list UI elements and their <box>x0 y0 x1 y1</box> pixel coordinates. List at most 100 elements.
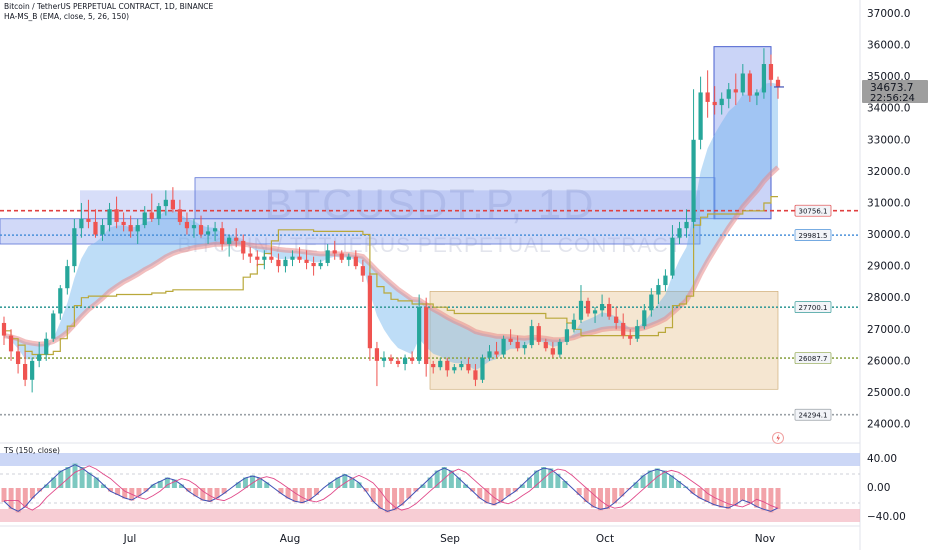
osc-bar <box>612 488 618 504</box>
osc-bar <box>363 488 369 492</box>
candle-body <box>290 256 295 260</box>
candle-body <box>515 341 520 349</box>
y-tick-label: 25000.0 <box>867 387 910 399</box>
candle-body <box>15 351 21 365</box>
candle-body <box>276 259 281 267</box>
candle-body <box>712 101 717 106</box>
candle-body <box>599 304 605 311</box>
candles <box>1 48 784 393</box>
osc-bar <box>313 488 319 495</box>
candle-body <box>621 322 626 336</box>
price-levels <box>0 209 860 416</box>
candle-body <box>212 228 218 232</box>
osc-bar <box>377 488 383 509</box>
candle-body <box>318 262 323 267</box>
candle-body <box>677 228 682 238</box>
candle-body <box>501 338 506 355</box>
candle-body <box>388 357 394 361</box>
candle-body <box>684 221 689 229</box>
osc-bar <box>342 474 348 488</box>
candle-body <box>367 275 373 349</box>
range-box-upper <box>80 190 700 219</box>
osc-bar <box>37 488 42 492</box>
candle-body <box>571 319 577 330</box>
candle-body <box>184 221 190 229</box>
osc-bar <box>619 488 625 497</box>
osc-bar <box>235 482 241 488</box>
osc-bar <box>86 472 92 488</box>
osc-top-zone <box>0 453 860 466</box>
flash-icon[interactable] <box>772 432 784 444</box>
candle-body <box>614 316 619 323</box>
candle-body <box>564 329 570 342</box>
indicator-legend: HA-MS_B (EMA, close, 5, 26, 150) <box>4 12 130 21</box>
osc-bar <box>541 467 547 488</box>
candle-body <box>227 237 232 245</box>
level-tag-4: 24294.1 <box>799 412 828 420</box>
candle-body <box>578 300 584 320</box>
last-price-value: 34673.7 <box>870 82 913 94</box>
osc-bar <box>79 467 85 488</box>
y-tick-label: 30000.0 <box>867 229 910 241</box>
osc-bar <box>299 488 305 504</box>
candle-body <box>402 357 408 365</box>
candle-body <box>198 225 204 235</box>
osc-bar <box>647 470 653 488</box>
candle-body <box>269 256 274 260</box>
osc-bar <box>654 468 660 488</box>
candle-body <box>635 326 640 339</box>
osc-bar <box>562 481 568 488</box>
candle-body <box>466 364 471 371</box>
osc-bar <box>676 481 682 488</box>
osc-bottom-zone <box>0 509 860 522</box>
osc-bar <box>697 488 703 499</box>
candle-body <box>135 225 140 232</box>
candle-body <box>304 259 309 263</box>
osc-bar <box>207 488 213 502</box>
ma-bands <box>3 82 780 371</box>
candle-body <box>360 266 365 276</box>
chart-title: Bitcoin / TetherUS PERPETUAL CONTRACT, 1… <box>4 2 214 11</box>
candle-body <box>768 64 774 80</box>
osc-bar <box>115 488 121 495</box>
osc-bar <box>498 488 504 502</box>
candle-body <box>585 300 591 314</box>
candle-body <box>733 89 738 93</box>
candle-body <box>557 341 562 355</box>
candle-body <box>86 218 91 222</box>
candle-body <box>128 225 133 232</box>
candle-body <box>424 307 429 365</box>
time-axis-labels: Jul Aug Sep Oct Nov <box>123 533 776 545</box>
y-tick-label: 34000.0 <box>867 103 910 115</box>
osc-bar <box>392 488 398 511</box>
osc-bar <box>356 482 362 488</box>
osc-bar <box>22 488 28 508</box>
step-lines <box>4 196 778 356</box>
candle-body <box>374 348 380 361</box>
y-tick-label: 28000.0 <box>867 292 910 304</box>
candle-body <box>58 288 63 314</box>
level-tag-1: 29981.5 <box>799 232 828 240</box>
osc-bar <box>747 488 753 504</box>
candle-body <box>550 348 555 355</box>
osc-bar <box>143 488 149 492</box>
candle-body <box>163 199 168 207</box>
osc-bar <box>150 484 156 488</box>
osc-bar <box>349 477 355 488</box>
candle-body <box>726 89 731 99</box>
oscillator-legend: TS (150, close) <box>4 446 60 455</box>
candle-body <box>149 212 154 219</box>
osc-bar <box>285 488 291 499</box>
osc-bar <box>718 488 724 508</box>
ema26-line <box>3 165 780 347</box>
osc-bar <box>761 488 767 511</box>
y-tick-label: 36000.0 <box>867 40 910 52</box>
candle-body <box>283 259 288 267</box>
osc-bar <box>200 488 206 501</box>
ema-ribbon <box>4 82 778 371</box>
candle-body <box>297 256 302 260</box>
y-tick-label: 31000.0 <box>867 197 910 209</box>
osc-bar <box>306 488 312 501</box>
